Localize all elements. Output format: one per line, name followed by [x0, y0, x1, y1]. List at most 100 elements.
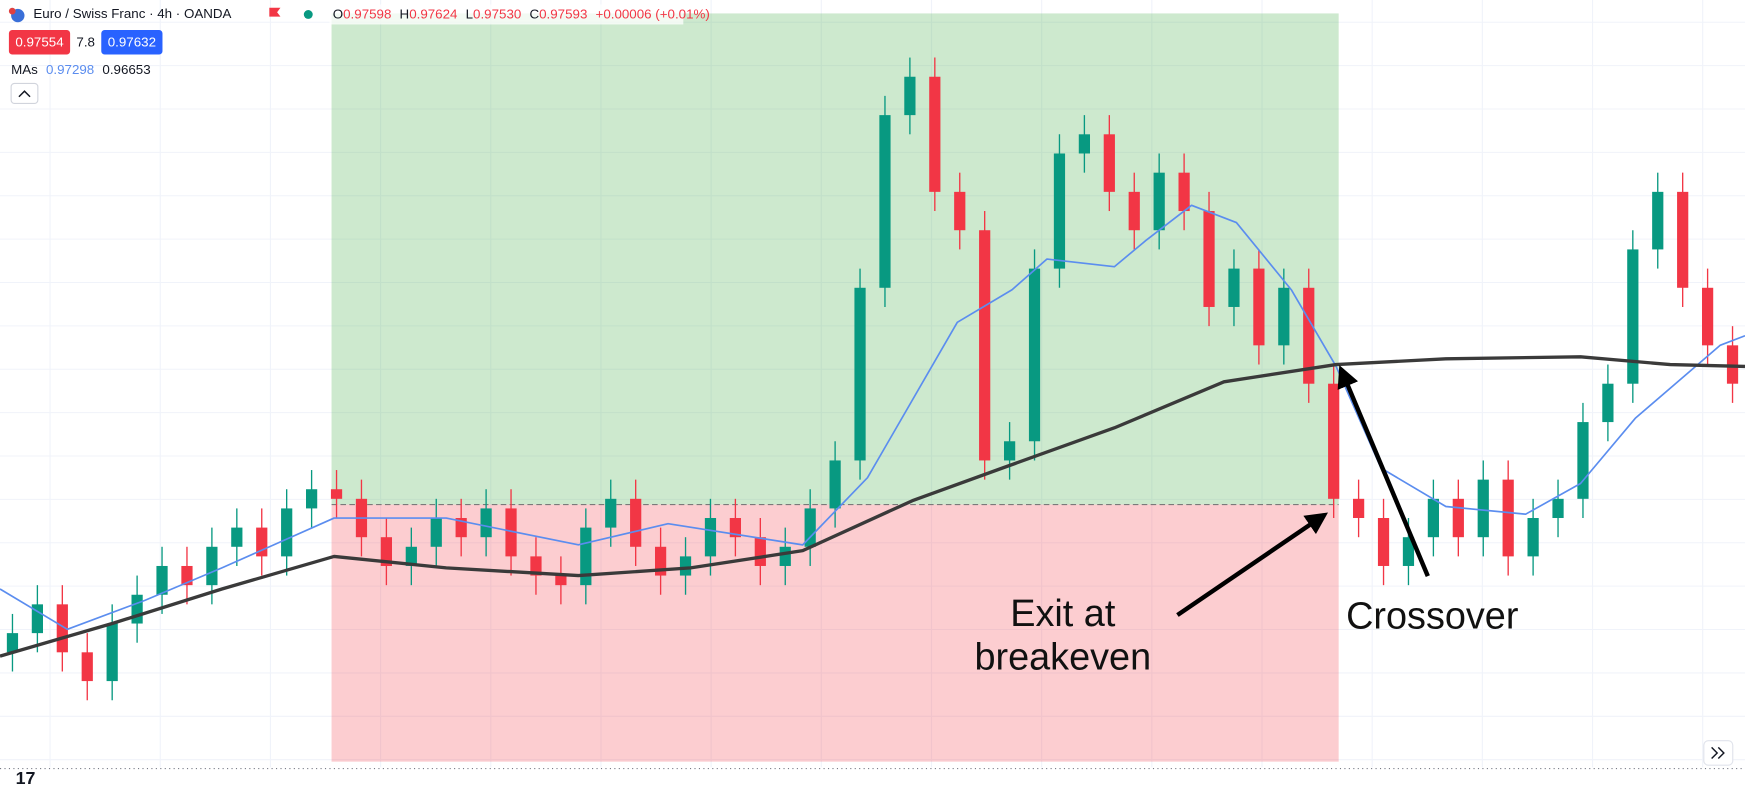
- candle-body: [1552, 498, 1564, 519]
- candle-body: [181, 565, 193, 586]
- spread: 7.8: [76, 34, 95, 49]
- annotation-exit: Exit at: [1010, 593, 1116, 635]
- candle-body: [1328, 383, 1340, 499]
- candle-body: [605, 498, 617, 528]
- candle-body: [1477, 479, 1489, 538]
- arrow: [1176, 512, 1329, 617]
- candle-body: [1178, 172, 1190, 212]
- candle-body: [779, 546, 791, 566]
- candle-body: [1701, 287, 1714, 346]
- scroll-icon: [1711, 746, 1725, 760]
- candle-body: [330, 489, 343, 499]
- candle-body: [31, 604, 44, 634]
- candle-body: [879, 115, 891, 288]
- candle-body: [1253, 268, 1265, 346]
- plot: [0, 57, 1745, 701]
- annotation-exit: breakeven: [974, 637, 1151, 679]
- candle-body: [804, 508, 816, 547]
- scroll-button[interactable]: [1703, 740, 1734, 766]
- candle-body: [829, 460, 841, 509]
- candle-body: [281, 508, 293, 557]
- candle-body: [954, 191, 966, 231]
- candle-body: [1003, 441, 1016, 461]
- candle-body: [256, 527, 268, 557]
- candle-body: [480, 508, 492, 538]
- candle-body: [455, 518, 467, 538]
- candle-body: [6, 633, 19, 653]
- candle-body: [555, 575, 567, 586]
- candle-body: [430, 518, 442, 547]
- candle-body: [1377, 518, 1390, 566]
- candle-body: [405, 546, 417, 566]
- candle-body: [505, 508, 517, 557]
- ma-slow-value: 0.96653: [102, 62, 150, 77]
- candle-body: [1502, 479, 1514, 557]
- candle-body: [979, 230, 991, 461]
- candle-body: [1203, 211, 1215, 307]
- buy-button[interactable]: [101, 30, 163, 55]
- candle-body: [206, 546, 218, 586]
- ohlc-value: 0.97624: [409, 6, 458, 21]
- candle-body: [1402, 537, 1415, 566]
- candle-body: [56, 604, 68, 653]
- candle-body: [530, 556, 542, 576]
- ohlc-label: C: [529, 6, 539, 21]
- candle-body: [106, 623, 118, 682]
- arrow: [1337, 365, 1430, 577]
- loss-zone: [331, 504, 1339, 762]
- candle-body: [1677, 191, 1689, 288]
- ma-fast-value: 0.97298: [46, 62, 94, 77]
- candle-body: [1103, 134, 1115, 192]
- ohlc-value: 0.97530: [473, 6, 521, 21]
- candle-body: [679, 556, 692, 576]
- sell-button[interactable]: [8, 30, 71, 55]
- candle-body: [231, 527, 243, 547]
- symbol-title[interactable]: Euro / Swiss Franc · 4h · OANDA: [33, 6, 231, 21]
- candle-body: [904, 76, 916, 116]
- candle-body: [729, 518, 742, 538]
- candle-body: [1228, 268, 1240, 307]
- ohlc: O0.97598 H0.97624 L0.97530 C0.97593 +0.0…: [333, 6, 710, 21]
- candle-body: [854, 287, 866, 461]
- symbol-icon: [8, 7, 16, 15]
- candle-body: [704, 518, 717, 557]
- candle-body: [1303, 287, 1315, 384]
- profit-zone: [331, 13, 1339, 505]
- annotation-crossover: Crossover: [1346, 595, 1518, 637]
- candle-body: [1527, 518, 1539, 557]
- candle-body: [1078, 134, 1091, 154]
- ma-label: MAs: [11, 62, 38, 77]
- candle-body: [754, 537, 766, 566]
- candle-body: [380, 537, 393, 566]
- ask-price[interactable]: 0.97632: [108, 34, 156, 49]
- candle-body: [1128, 191, 1140, 231]
- candle-body: [156, 565, 168, 595]
- candle-body: [1577, 422, 1589, 499]
- candle-body: [1278, 287, 1290, 346]
- bid-price[interactable]: 0.97554: [15, 34, 64, 49]
- candle-body: [131, 594, 143, 624]
- candle-body: [1652, 191, 1664, 250]
- candle-body: [305, 489, 318, 509]
- candle-body: [630, 498, 642, 547]
- ohlc-change: +0.00006 (+0.01%): [596, 6, 710, 21]
- ohlc-box: [329, 4, 684, 25]
- candle-body: [654, 546, 667, 576]
- tv-logo[interactable]: 17: [16, 768, 36, 788]
- ma-legend: MAs 0.97298 0.96653: [11, 62, 151, 77]
- collapse-icon: [18, 90, 31, 98]
- market-status: [303, 10, 313, 19]
- candle-body: [1452, 498, 1464, 538]
- candle-body: [929, 76, 941, 192]
- collapse-button[interactable]: [10, 82, 39, 104]
- flag-icon[interactable]: [269, 7, 281, 17]
- ma-fast-line: [0, 204, 1745, 631]
- candle-body: [1153, 172, 1165, 231]
- candle-body: [1602, 383, 1614, 423]
- candle-body: [1028, 268, 1041, 442]
- candle-body: [1352, 498, 1365, 519]
- ohlc-value: 0.97598: [343, 6, 391, 21]
- candle-body: [1427, 498, 1440, 538]
